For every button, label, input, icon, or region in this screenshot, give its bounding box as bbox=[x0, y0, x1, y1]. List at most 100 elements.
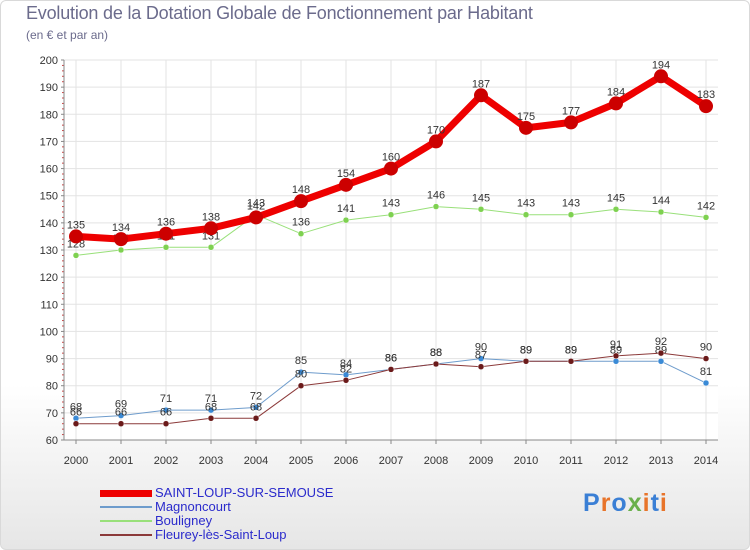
data-label: 68 bbox=[205, 401, 217, 413]
data-point bbox=[207, 244, 215, 251]
data-label: 91 bbox=[610, 339, 622, 351]
data-label: 145 bbox=[607, 192, 625, 204]
data-label: 84 bbox=[340, 358, 352, 370]
data-point bbox=[384, 161, 398, 176]
data-point bbox=[252, 415, 260, 422]
data-point bbox=[339, 177, 353, 192]
data-label: 88 bbox=[430, 347, 442, 359]
x-tick-label: 2007 bbox=[379, 455, 403, 467]
y-tick-label: 190 bbox=[40, 82, 58, 94]
legend-label: Magnoncourt bbox=[155, 499, 231, 514]
y-tick-label: 150 bbox=[40, 191, 58, 203]
x-tick-label: 2009 bbox=[469, 455, 493, 467]
data-label: 175 bbox=[517, 111, 535, 123]
data-label: 89 bbox=[565, 344, 577, 356]
data-point bbox=[114, 232, 128, 247]
data-point bbox=[69, 229, 83, 244]
data-point bbox=[117, 246, 125, 254]
legend: SAINT-LOUP-SUR-SEMOUSE Magnoncourt Bouli… bbox=[100, 486, 333, 542]
data-point bbox=[702, 379, 710, 387]
data-point bbox=[207, 415, 215, 422]
legend-item[interactable]: SAINT-LOUP-SUR-SEMOUSE bbox=[100, 486, 333, 500]
x-tick-label: 2014 bbox=[694, 455, 718, 467]
data-label: 170 bbox=[427, 124, 445, 136]
legend-swatch-0 bbox=[100, 489, 152, 497]
data-label: 143 bbox=[562, 198, 580, 210]
data-point bbox=[477, 206, 485, 213]
y-tick-label: 200 bbox=[40, 55, 58, 67]
data-label: 80 bbox=[295, 369, 307, 381]
data-label: 89 bbox=[610, 344, 622, 356]
data-label: 144 bbox=[652, 195, 670, 207]
data-point bbox=[567, 211, 575, 218]
data-label: 142 bbox=[247, 200, 265, 212]
data-point bbox=[342, 377, 350, 384]
y-tick-label: 170 bbox=[40, 136, 58, 148]
y-tick-label: 160 bbox=[40, 164, 58, 176]
logo-letter: i bbox=[659, 489, 668, 517]
data-label: 68 bbox=[70, 401, 82, 413]
proxiti-logo: Proxiti bbox=[583, 489, 668, 518]
x-tick-label: 2011 bbox=[559, 455, 583, 467]
legend-item[interactable]: Bouligney bbox=[100, 514, 333, 528]
data-point bbox=[207, 406, 215, 414]
data-point bbox=[657, 349, 665, 357]
data-point bbox=[72, 420, 80, 427]
legend-item[interactable]: Fleurey-lès-Saint-Loup bbox=[100, 528, 333, 542]
data-point bbox=[297, 368, 305, 376]
data-point bbox=[654, 69, 668, 84]
data-label: 92 bbox=[655, 336, 667, 348]
data-label: 87 bbox=[475, 350, 487, 362]
legend-swatch-2 bbox=[100, 520, 152, 522]
data-label: 143 bbox=[382, 198, 400, 210]
data-label: 88 bbox=[430, 347, 442, 359]
data-label: 86 bbox=[385, 352, 397, 364]
data-label: 154 bbox=[337, 168, 355, 180]
data-point bbox=[522, 358, 530, 365]
data-label: 183 bbox=[697, 89, 715, 101]
data-point bbox=[429, 134, 443, 149]
data-point bbox=[522, 211, 530, 218]
data-point bbox=[612, 358, 620, 365]
data-point bbox=[432, 360, 440, 368]
data-label: 135 bbox=[67, 219, 85, 231]
data-label: 90 bbox=[700, 342, 712, 354]
data-point bbox=[297, 382, 305, 389]
data-point bbox=[474, 88, 488, 103]
data-label: 71 bbox=[205, 393, 217, 405]
data-label: 138 bbox=[202, 211, 220, 223]
logo-letter: x bbox=[627, 489, 643, 517]
x-tick-label: 2003 bbox=[199, 455, 223, 467]
data-label: 160 bbox=[382, 152, 400, 164]
x-tick-label: 2006 bbox=[334, 455, 358, 467]
x-tick-label: 2005 bbox=[289, 455, 313, 467]
data-point bbox=[387, 211, 395, 218]
data-label: 143 bbox=[517, 198, 535, 210]
logo-letter: i bbox=[642, 489, 651, 517]
y-tick-label: 140 bbox=[40, 218, 58, 230]
legend-swatch-1 bbox=[100, 506, 152, 508]
legend-item[interactable]: Magnoncourt bbox=[100, 500, 333, 514]
chart-subtitle: (en € et par an) bbox=[26, 28, 109, 42]
data-point bbox=[657, 358, 665, 365]
legend-label: Fleurey-lès-Saint-Loup bbox=[155, 527, 287, 542]
x-tick-label: 2008 bbox=[424, 455, 448, 467]
x-tick-label: 2000 bbox=[64, 455, 88, 467]
data-label: 89 bbox=[565, 344, 577, 356]
data-point bbox=[702, 214, 710, 221]
legend-swatch-3 bbox=[100, 534, 152, 536]
data-point bbox=[567, 358, 575, 365]
data-point bbox=[477, 355, 485, 362]
y-tick-label: 100 bbox=[40, 326, 58, 338]
logo-letter: r bbox=[600, 489, 612, 517]
data-label: 187 bbox=[472, 78, 490, 90]
data-point bbox=[702, 355, 710, 362]
data-point bbox=[657, 208, 665, 216]
legend-label: Bouligney bbox=[155, 513, 213, 528]
data-label: 136 bbox=[157, 217, 175, 229]
data-point bbox=[297, 230, 305, 237]
data-point bbox=[249, 210, 263, 225]
x-tick-label: 2012 bbox=[604, 455, 628, 467]
data-label: 68 bbox=[250, 401, 262, 413]
data-label: 66 bbox=[115, 407, 127, 419]
